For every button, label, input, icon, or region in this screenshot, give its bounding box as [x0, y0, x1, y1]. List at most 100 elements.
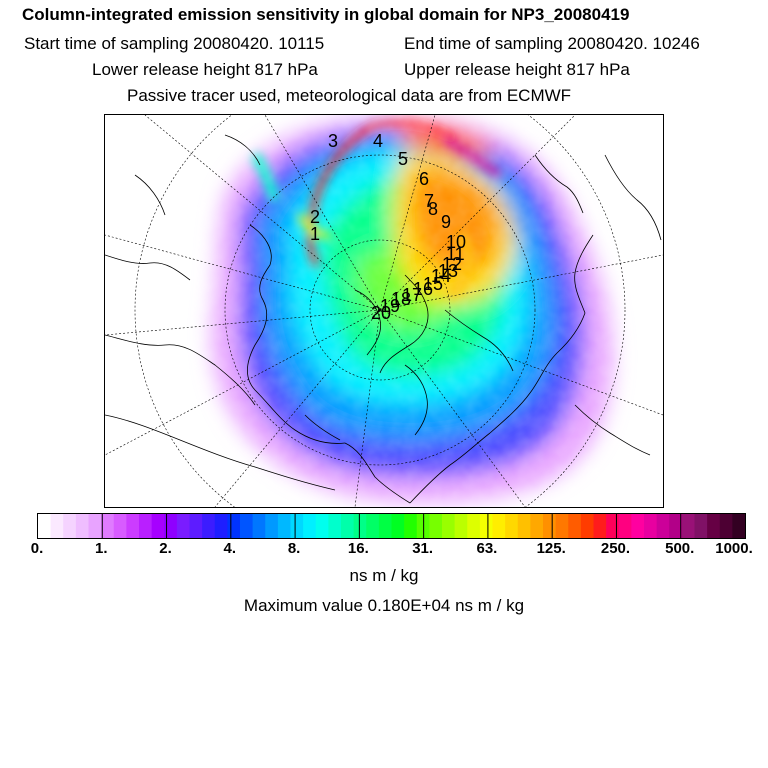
- colorbar-tick-label: 500.: [665, 540, 695, 557]
- colorbar-segment: [719, 514, 733, 538]
- colorbar-tick-label: 2.: [159, 540, 172, 557]
- colorbar-segment: [580, 514, 595, 538]
- colorbar-tick-label: 1000.: [715, 540, 753, 557]
- colorbar-tick-label: 16.: [347, 540, 369, 557]
- colorbar-segment: [530, 514, 544, 538]
- colorbar-segment: [694, 514, 708, 538]
- colorbar-segment: [265, 514, 279, 538]
- colorbar-segment: [75, 514, 90, 538]
- colorbar-segment: [442, 514, 456, 538]
- colorbar-segment: [568, 514, 582, 538]
- colorbar-segment: [151, 514, 165, 538]
- tracer-note: Passive tracer used, meteorological data…: [127, 86, 572, 105]
- colorbar-segment: [467, 514, 481, 538]
- colorbar-segment: [732, 514, 745, 538]
- colorbar-segment: [517, 514, 531, 538]
- trajectory-label: 7: [424, 191, 434, 211]
- colorbar-tick-label: 250.: [600, 540, 631, 557]
- trajectory-label: 15: [423, 274, 443, 294]
- colorbar-segment: [479, 514, 494, 538]
- trajectory-label: 14: [431, 266, 451, 286]
- trajectory-label: 18: [391, 289, 411, 309]
- colorbar-segment: [126, 514, 140, 538]
- trajectory-label: 19: [380, 296, 400, 316]
- trajectory-label: 12: [442, 254, 462, 274]
- colorbar-segment: [189, 514, 203, 538]
- colorbar-segment: [391, 514, 405, 538]
- trajectory-label: 13: [438, 261, 458, 281]
- trajectory-label: 9: [441, 212, 451, 232]
- colorbar-segment: [88, 514, 102, 538]
- colorbar-segment: [38, 514, 52, 538]
- colorbar-tick-label: 0.: [30, 540, 44, 557]
- colorbar-segment: [656, 514, 670, 538]
- colorbar-segment: [353, 514, 367, 538]
- colorbar-segment: [164, 514, 178, 538]
- colorbar-segment: [101, 514, 115, 538]
- colorbar-segment: [429, 514, 443, 538]
- colorbar-tick-label: 1.: [95, 540, 108, 557]
- start-time-label: Start time of sampling 20080420. 10115: [24, 34, 325, 53]
- plot-title: Column-integrated emission sensitivity i…: [22, 5, 630, 24]
- colorbar-segment: [378, 514, 393, 538]
- colorbar-segment: [290, 514, 304, 538]
- trajectory-label: 2: [310, 207, 320, 227]
- trajectory-label: 3: [328, 131, 338, 151]
- colorbar-segment: [139, 514, 153, 538]
- lower-release-label: Lower release height 817 hPa: [92, 60, 318, 79]
- end-time-label: End time of sampling 20080420. 10246: [404, 34, 700, 53]
- trajectory-label: 11: [446, 244, 465, 264]
- trajectory-label: 17: [402, 285, 422, 305]
- colorbar-segment: [214, 514, 228, 538]
- trajectory-label: 5: [398, 149, 408, 169]
- graticule: [105, 115, 663, 507]
- maximum-value-label: Maximum value 0.180E+04 ns m / kg: [243, 596, 525, 615]
- colorbar-tick-label: 4.: [223, 540, 237, 557]
- trajectory-labels: 3 4 5 6 7 8 9 10 11 12 13 14 15 16 17 18…: [310, 131, 466, 323]
- colorbar-segment: [631, 514, 645, 538]
- colorbar-segment: [681, 514, 696, 538]
- colorbar-segment: [543, 514, 557, 538]
- colorbar-tick-label: 31.: [412, 540, 434, 557]
- colorbar-segment: [341, 514, 355, 538]
- colorbar-segment: [63, 514, 77, 538]
- colorbar-segment: [366, 514, 380, 538]
- colorbar-tick-label: 63.: [476, 540, 498, 557]
- upper-release-label: Upper release height 817 hPa: [404, 60, 630, 79]
- colorbar-segment: [50, 514, 64, 538]
- colorbar-segment: [454, 514, 468, 538]
- trajectory-label: 4: [373, 131, 383, 151]
- colorbar: [37, 513, 746, 539]
- colorbar-tick-label: 8.: [287, 540, 301, 557]
- colorbar-segment: [240, 514, 254, 538]
- colorbar-segment: [492, 514, 506, 538]
- colorbar-segment: [606, 514, 620, 538]
- colorbar-segment: [176, 514, 191, 538]
- colorbar-segment: [618, 514, 632, 538]
- colorbar-segment: [202, 514, 216, 538]
- trajectory-label: 16: [413, 279, 433, 299]
- colorbar-segment: [644, 514, 658, 538]
- colorbar-segment: [113, 514, 127, 538]
- colorbar-segment: [404, 514, 418, 538]
- trajectory-label: 8: [428, 199, 438, 219]
- colorbar-segment: [277, 514, 292, 538]
- colorbar-segment: [227, 514, 241, 538]
- sensitivity-map: 3 4 5 6 7 8 9 10 11 12 13 14 15 16 17 18…: [104, 114, 664, 508]
- colorbar-segment: [505, 514, 519, 538]
- trajectory-label: 10: [446, 232, 466, 252]
- colorbar-segment: [593, 514, 607, 538]
- colorbar-units: ns m / kg: [349, 566, 419, 585]
- map-canvas: 3 4 5 6 7 8 9 10 11 12 13 14 15 16 17 18…: [105, 115, 663, 507]
- colorbar-segment: [555, 514, 569, 538]
- trajectory-label: 1: [310, 224, 320, 244]
- colorbar-segment: [328, 514, 342, 538]
- colorbar-tick-label: 125.: [536, 540, 566, 557]
- colorbar-segment: [252, 514, 266, 538]
- trajectory-label: 20: [371, 303, 391, 323]
- colorbar-segment: [315, 514, 329, 538]
- colorbar-segment: [669, 514, 683, 538]
- colorbar-segment: [707, 514, 721, 538]
- trajectory-label: 6: [419, 169, 429, 189]
- colorbar-segment: [303, 514, 317, 538]
